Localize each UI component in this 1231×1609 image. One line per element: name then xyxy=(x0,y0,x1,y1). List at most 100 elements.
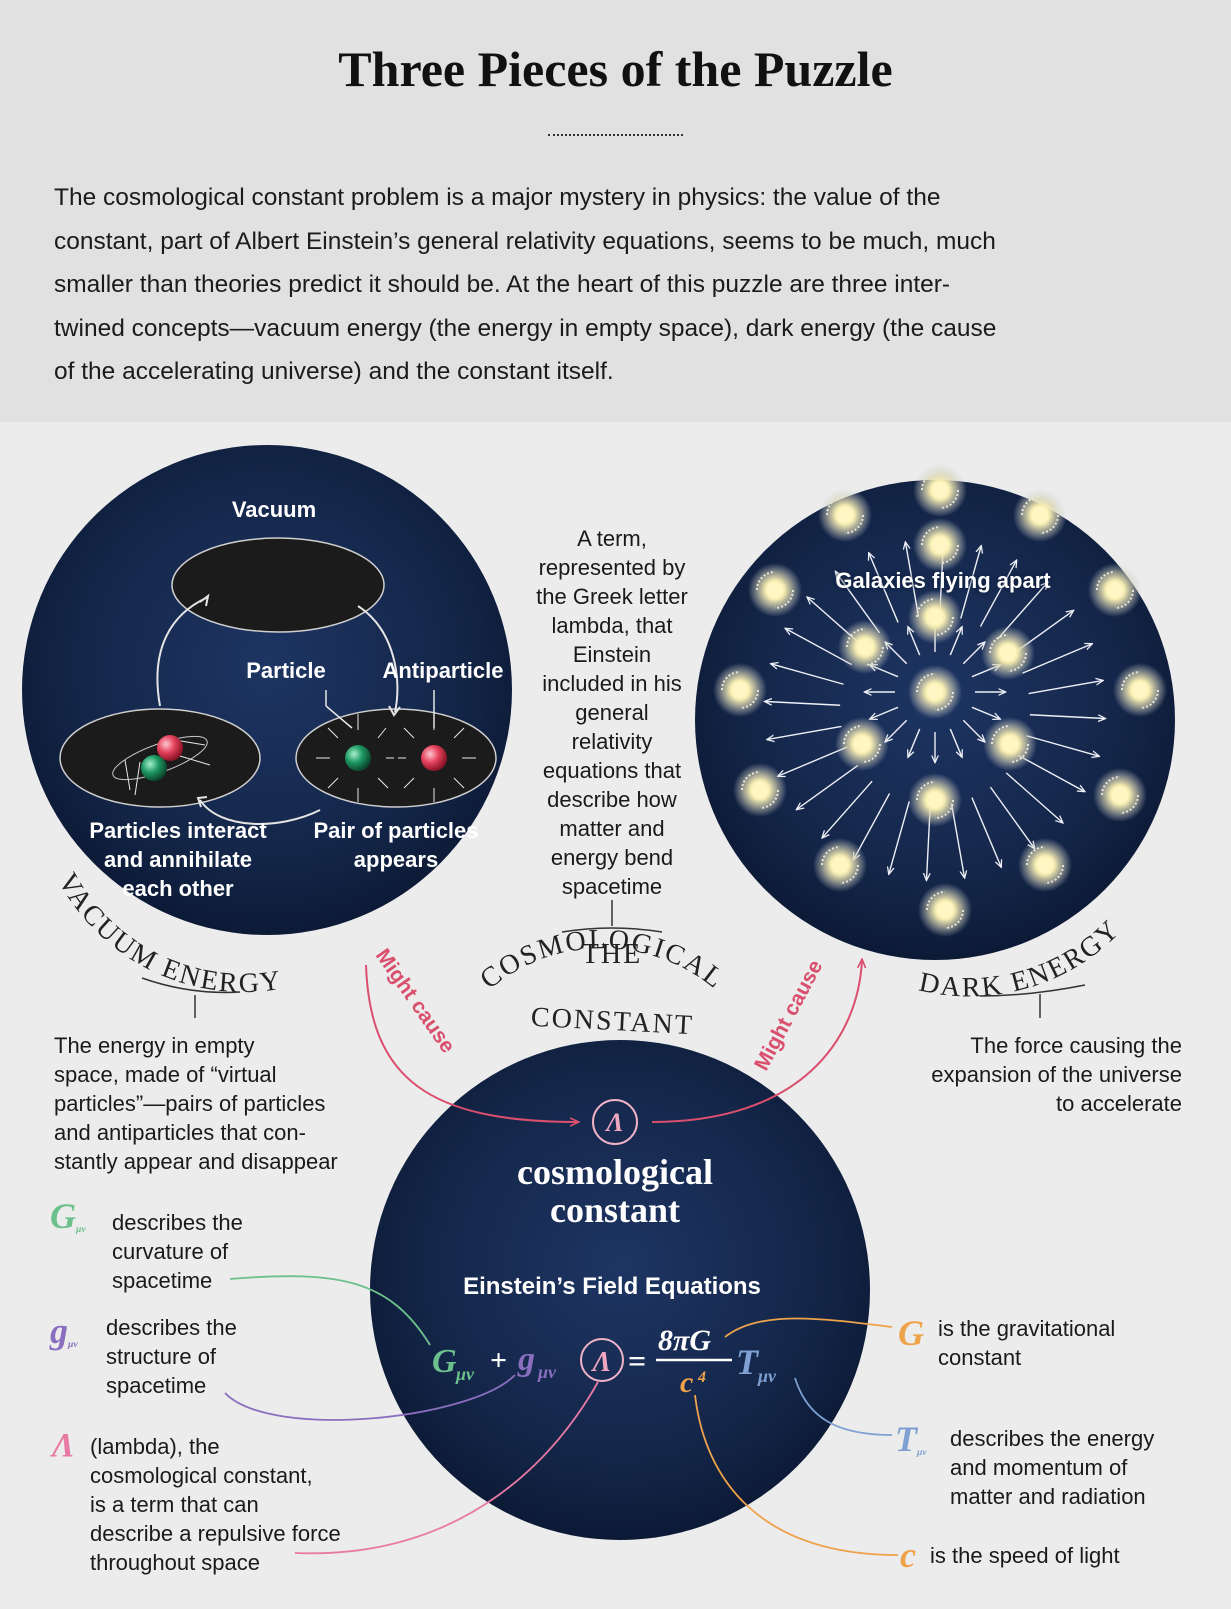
lambda-badge xyxy=(592,1099,638,1145)
intro-line: constant, part of Albert Einstein’s gene… xyxy=(54,227,996,255)
lambda-desc-line: Einstein xyxy=(572,642,652,667)
lambda-description: A term, represented by the Greek letter … xyxy=(512,524,712,901)
expansion-arrow xyxy=(971,706,1000,718)
eq-numerator: 8πG xyxy=(658,1324,711,1357)
eq-T: T xyxy=(736,1342,760,1382)
expansion-arrow xyxy=(971,797,1001,867)
intro-line: smaller than theories predict it should … xyxy=(54,271,951,298)
legend-G-mu-nu-symbol: Gμν xyxy=(50,1195,86,1237)
lambda-icon: Λ xyxy=(52,1427,75,1464)
eq-lambda: Λ xyxy=(591,1347,612,1378)
pair-label: Pair of particles appears xyxy=(296,816,496,874)
galaxy-icon xyxy=(813,838,867,892)
galaxy-icon xyxy=(908,665,962,719)
vacuum-desc-line: and antiparticles that con- xyxy=(54,1120,306,1145)
legend-T-mu-nu-symbol: Tμν xyxy=(895,1418,927,1460)
legend-g-mu-nu-text: describes the structure of spacetime xyxy=(106,1313,237,1400)
legend-line: cosmological constant, xyxy=(90,1463,313,1488)
eq-equals: = xyxy=(628,1343,646,1379)
lambda-desc-line: A term, xyxy=(577,526,647,551)
might-cause-arrow-left[interactable] xyxy=(365,964,578,1122)
expansion-arrow xyxy=(768,725,842,739)
cycle-arrow-down xyxy=(357,605,399,713)
might-cause-label-right: Might cause xyxy=(750,956,827,1074)
legend-line: structure of xyxy=(106,1344,217,1369)
galaxy-icon xyxy=(913,463,967,517)
expansion-arrow xyxy=(908,627,921,656)
lambda-desc-line: matter and xyxy=(559,816,665,841)
eq-power: 4 xyxy=(697,1369,706,1386)
constant-arc-line3: CONSTANT xyxy=(530,1002,695,1041)
title-divider xyxy=(548,134,683,136)
particle-ball xyxy=(345,745,371,771)
cycle-arrow-left xyxy=(199,799,321,825)
legend-T-mu-nu-text: describes the energy and momentum of mat… xyxy=(950,1424,1154,1511)
legend-G-mu-nu-text: describes the curvature of spacetime xyxy=(112,1208,243,1295)
galaxy-icon xyxy=(1113,663,1167,717)
legend-line: spacetime xyxy=(106,1373,207,1398)
particle-label: Particle xyxy=(246,658,326,683)
expansion-arrow xyxy=(778,746,848,776)
intro-paragraph: The cosmological constant problem is a m… xyxy=(54,176,1184,394)
cycle-arrow-up xyxy=(156,597,207,707)
lambda-desc-line: included in his xyxy=(542,671,682,696)
expansion-arrow xyxy=(949,627,961,656)
galaxy-icon xyxy=(1018,838,1072,892)
header-band xyxy=(0,0,1231,422)
legend-line: curvature of xyxy=(112,1239,229,1264)
G-icon: G xyxy=(898,1313,924,1353)
eq-numerator-text: 8πG xyxy=(658,1324,711,1357)
g-mu-nu-icon: g xyxy=(50,1311,68,1351)
intro-line: of the accelerating universe) and the co… xyxy=(54,358,614,385)
legend-line: constant xyxy=(938,1345,1022,1370)
center-title-line1: cosmological xyxy=(517,1152,713,1192)
vacuum-desc-line: space, made of “virtual xyxy=(54,1062,277,1087)
lambda-connector xyxy=(294,1381,599,1555)
expansion-arrow xyxy=(1029,714,1105,719)
expansion-arrow xyxy=(771,664,844,685)
legend-line: matter and radiation xyxy=(950,1484,1146,1509)
expansion-arrow xyxy=(1028,681,1103,695)
interact-line: each other xyxy=(122,876,234,901)
eq-c: c xyxy=(680,1366,693,1399)
T-mu-nu-connector xyxy=(794,1377,893,1436)
legend-g-mu-nu-symbol: gμν xyxy=(50,1310,78,1352)
G-connector xyxy=(724,1317,893,1338)
field-equation: G μν + g μν Λ = 8πG c 4 T μν xyxy=(432,1324,777,1399)
legend-line: spacetime xyxy=(112,1268,213,1293)
dark-desc-line: expansion of the universe xyxy=(931,1062,1182,1087)
antiparticle-ball xyxy=(157,735,183,761)
legend-G-text: is the gravitational constant xyxy=(938,1314,1115,1372)
galaxy-icon xyxy=(748,563,802,617)
legend-line: is a term that can xyxy=(90,1492,259,1517)
galaxy-icon xyxy=(713,663,767,717)
lambda-desc-line: the Greek letter xyxy=(536,584,688,609)
arrowhead xyxy=(388,705,401,717)
lambda-desc-line: equations that xyxy=(542,758,682,783)
dark-desc-line: to accelerate xyxy=(1056,1091,1182,1116)
vacuum-energy-description: The energy in empty space, made of “virt… xyxy=(54,1031,394,1176)
expansion-arrow xyxy=(979,561,1016,627)
vacuum-desc-line: stantly appear and disappear xyxy=(54,1149,338,1174)
legend-c-text: is the speed of light xyxy=(930,1541,1120,1570)
expansion-arrow xyxy=(797,764,859,809)
pair-line: appears xyxy=(353,847,439,872)
cosmological-constant-circle xyxy=(370,1040,870,1540)
c-icon: c xyxy=(900,1535,916,1575)
galaxy-icon xyxy=(983,717,1037,771)
legend-lambda-text: (lambda), the cosmological constant, is … xyxy=(90,1432,341,1577)
might-cause-arrow-right[interactable] xyxy=(651,960,862,1123)
galaxy-icon xyxy=(918,883,972,937)
interact-line: Particles interact xyxy=(89,818,267,843)
legend-line: describes the xyxy=(112,1210,243,1235)
legend-c-symbol: c xyxy=(900,1534,916,1576)
expansion-arrow xyxy=(822,780,873,837)
galaxy-icon xyxy=(908,773,962,827)
eq-G: G xyxy=(432,1343,457,1380)
expansion-arrow xyxy=(1026,735,1098,756)
expansion-arrow xyxy=(962,643,984,665)
T-mu-nu-icon: T xyxy=(895,1419,917,1459)
T-mu-nu-sub: μν xyxy=(917,1447,927,1459)
galaxies-label: Galaxies flying apart xyxy=(835,568,1051,593)
